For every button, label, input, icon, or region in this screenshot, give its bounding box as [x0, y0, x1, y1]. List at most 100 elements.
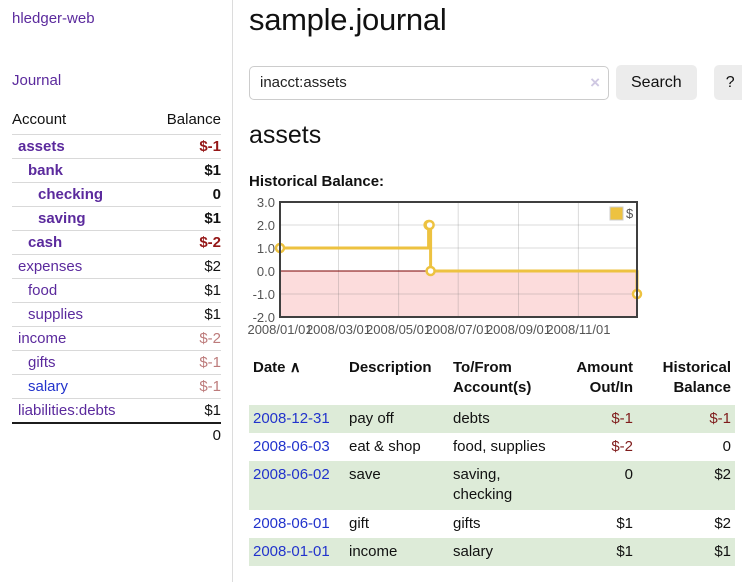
account-link-saving[interactable]: saving	[38, 210, 86, 227]
transaction-balance: 0	[722, 437, 731, 455]
account-row: income $-2	[12, 326, 221, 351]
transaction-description: save	[349, 466, 381, 483]
plot-border	[279, 201, 638, 318]
transaction-amount: $-2	[611, 437, 633, 455]
account-balance: $1	[149, 398, 221, 423]
transaction-accounts: salary	[453, 542, 494, 560]
account-row: salary $-1	[12, 374, 221, 399]
account-balance: $-1	[149, 374, 221, 399]
svg-text:2008/03/01: 2008/03/01	[306, 322, 371, 337]
accounts-total-row: 0	[12, 422, 221, 447]
account-row: cash $-2	[12, 230, 221, 255]
account-row: expenses $2	[12, 254, 221, 279]
legend-label: $	[626, 206, 634, 221]
app-title-link[interactable]: hledger-web	[12, 10, 95, 27]
accounts-table: Account Balance assets $-1 bank $1 check…	[12, 110, 221, 447]
y-axis-labels: 3.0 2.0 1.0 0.0 -1.0 -2.0	[253, 195, 275, 325]
transaction-description: gift	[349, 514, 370, 532]
account-row: bank $1	[12, 158, 221, 183]
account-link-liabilities-debts[interactable]: liabilities:debts	[18, 402, 116, 419]
account-row: food $1	[12, 278, 221, 303]
transaction-row: 2008-06-02 save saving, checking 0 $2	[249, 461, 735, 510]
transaction-date-link[interactable]: 2008-06-02	[253, 466, 330, 483]
search-button[interactable]: Search	[616, 65, 697, 100]
transaction-description: eat & shop	[349, 437, 421, 455]
account-link-salary[interactable]: salary	[28, 378, 69, 395]
account-balance: $2	[149, 254, 221, 279]
register-header-date[interactable]: Date ∧	[249, 356, 345, 405]
transaction-balance: $1	[714, 542, 731, 560]
account-link-income[interactable]: income	[18, 330, 67, 347]
transaction-accounts: gifts	[453, 514, 481, 532]
help-button[interactable]: ?	[713, 65, 742, 100]
account-link-cash[interactable]: cash	[28, 234, 63, 251]
chart-section-label: Historical Balance:	[249, 173, 385, 190]
search-input[interactable]	[249, 65, 609, 100]
account-row: checking 0	[12, 182, 221, 207]
account-link-bank[interactable]: bank	[28, 162, 64, 179]
sort-ascending-icon: ∧	[289, 359, 301, 376]
svg-text:1.0: 1.0	[257, 241, 275, 256]
transaction-row: 2008-01-01 income salary $1 $1	[249, 537, 735, 566]
account-link-food[interactable]: food	[28, 282, 58, 299]
transaction-amount: $1	[616, 514, 633, 532]
x-axis-labels: 2008/01/01 2008/03/01 2008/05/01 2008/07…	[247, 322, 610, 337]
svg-text:2008/05/01: 2008/05/01	[366, 322, 431, 337]
transaction-amount: 0	[624, 466, 633, 483]
transaction-description: pay off	[349, 409, 394, 427]
accounts-header-balance: Balance	[166, 111, 221, 128]
transaction-date-link[interactable]: 2008-06-01	[253, 514, 330, 532]
page-title: sample.journal	[249, 2, 447, 37]
main-content: sample.journal × Search ? assets Histori…	[233, 0, 742, 582]
account-row: supplies $1	[12, 302, 221, 327]
sidebar-item-journal[interactable]: Journal	[12, 72, 62, 89]
transaction-date-link[interactable]: 2008-01-01	[253, 542, 330, 560]
svg-text:0.0: 0.0	[257, 264, 275, 279]
accounts-table-header: Account Balance	[12, 110, 221, 135]
svg-text:2.0: 2.0	[257, 218, 275, 233]
account-balance: $1	[149, 158, 221, 183]
transaction-amount: $-1	[611, 409, 633, 427]
account-link-checking[interactable]: checking	[38, 186, 104, 203]
transaction-date-link[interactable]: 2008-12-31	[253, 409, 330, 427]
register-header-balance: Historical Balance	[662, 359, 731, 397]
transaction-row: 2008-06-01 gift gifts $1 $2	[249, 510, 735, 538]
account-balance: $1	[149, 302, 221, 327]
account-heading: assets	[249, 121, 322, 149]
svg-text:2008/09/01: 2008/09/01	[486, 322, 551, 337]
svg-text:2008/01/01: 2008/01/01	[247, 322, 312, 337]
transaction-date-link[interactable]: 2008-06-03	[253, 437, 330, 455]
account-link-gifts[interactable]: gifts	[28, 354, 56, 371]
account-balance: $-1	[149, 134, 221, 159]
account-balance: $1	[149, 278, 221, 303]
account-row: assets $-1	[12, 134, 221, 159]
date-header-label: Date	[253, 359, 286, 376]
svg-text:2008/07/01: 2008/07/01	[426, 322, 491, 337]
register-header-accounts: To/From Account(s)	[453, 359, 532, 397]
sidebar: hledger-web Journal Account Balance asse…	[0, 0, 233, 582]
account-balance: $-1	[149, 350, 221, 375]
account-link-expenses[interactable]: expenses	[18, 258, 83, 275]
transaction-row: 2008-12-31 pay off debts $-1 $-1	[249, 404, 735, 433]
chart-legend: $	[607, 205, 635, 223]
svg-text:-2.0: -2.0	[253, 310, 275, 325]
clear-search-icon[interactable]: ×	[590, 72, 600, 92]
account-row: saving $1	[12, 206, 221, 231]
transaction-row: 2008-06-03 eat & shop food, supplies $-2…	[249, 433, 735, 461]
account-balance: $-2	[149, 230, 221, 255]
register-header-description: Description	[349, 359, 432, 376]
transaction-accounts: food, supplies	[453, 437, 546, 455]
historical-balance-chart[interactable]: 3.0 2.0 1.0 0.0 -1.0 -2.0	[247, 195, 742, 338]
account-balance: $-2	[149, 326, 221, 351]
accounts-total: 0	[149, 422, 221, 447]
account-link-supplies[interactable]: supplies	[28, 306, 84, 323]
transaction-accounts: saving, checking	[453, 466, 513, 504]
svg-text:3.0: 3.0	[257, 195, 275, 210]
svg-text:2008/11/01: 2008/11/01	[546, 322, 610, 337]
account-link-assets[interactable]: assets	[18, 138, 65, 155]
account-row: liabilities:debts $1	[12, 398, 221, 423]
accounts-header-account: Account	[12, 111, 67, 128]
transaction-description: income	[349, 542, 398, 560]
register-table: Date ∧ Description To/From Account(s) Am…	[249, 356, 735, 566]
account-balance: $1	[149, 206, 221, 231]
